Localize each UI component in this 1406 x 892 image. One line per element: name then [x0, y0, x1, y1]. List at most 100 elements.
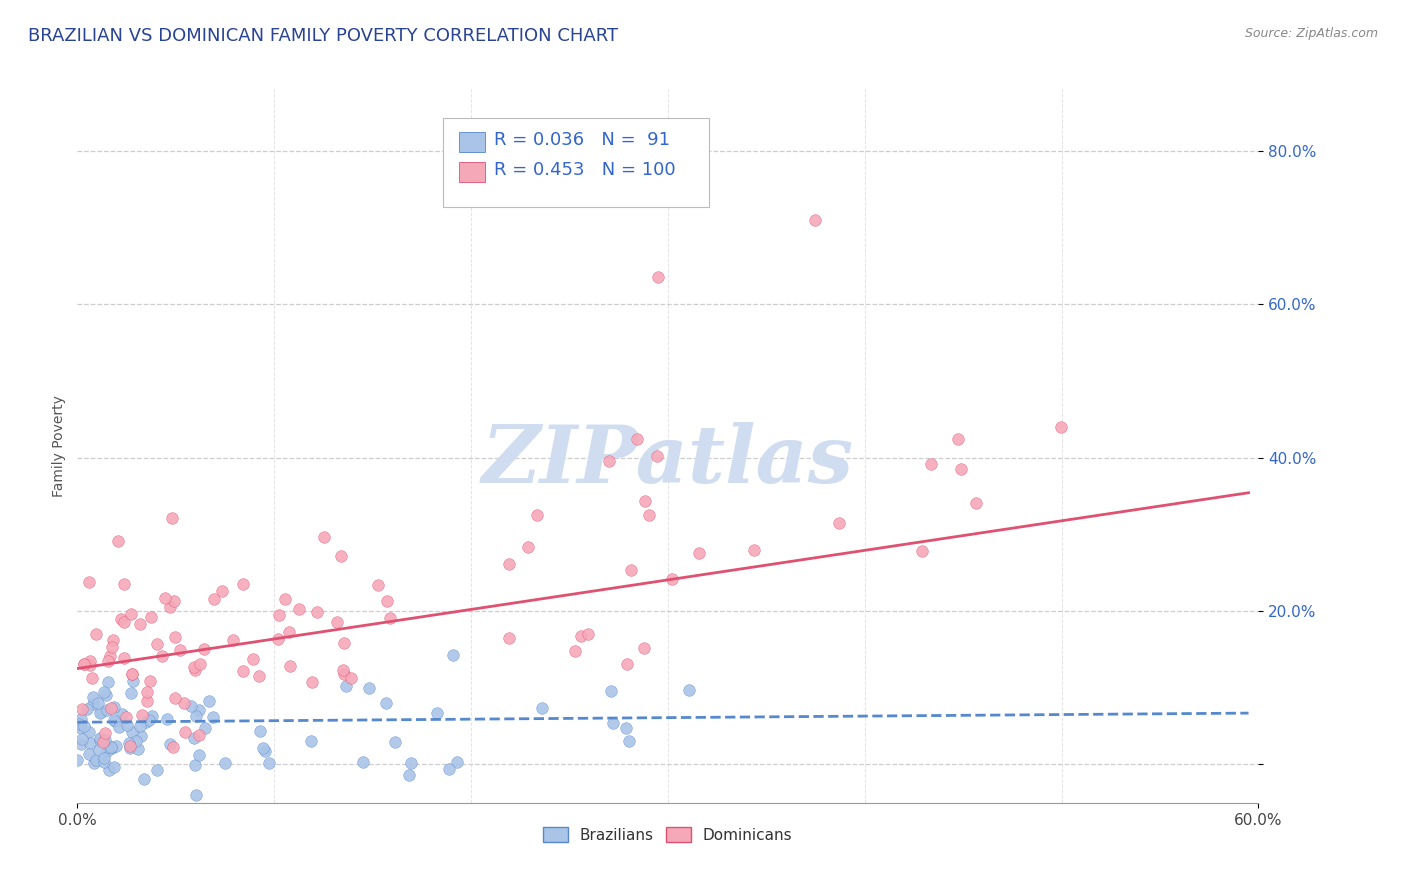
Point: [254, 744, 277, 758]
Point: [97, 675, 120, 690]
Point: [214, 756, 236, 770]
Point: [232, 664, 254, 678]
Point: [526, 508, 548, 523]
Point: [634, 494, 657, 508]
FancyBboxPatch shape: [458, 132, 485, 152]
Point: [398, 768, 420, 782]
Point: [121, 667, 143, 681]
Point: [120, 686, 142, 700]
Point: [66, 752, 89, 766]
Point: [375, 593, 398, 607]
Point: [120, 607, 142, 622]
Point: [194, 721, 217, 735]
Point: [184, 709, 207, 723]
Point: [180, 698, 202, 713]
Point: [73, 719, 96, 733]
Point: [103, 760, 125, 774]
Point: [616, 657, 638, 672]
Point: [232, 577, 254, 591]
Point: [84, 627, 107, 641]
Point: [911, 544, 934, 558]
Point: [222, 633, 245, 648]
Point: [626, 432, 648, 446]
Point: [277, 624, 299, 639]
Point: [804, 212, 827, 227]
Point: [617, 734, 640, 748]
Point: [135, 715, 157, 730]
Point: [598, 454, 620, 468]
Point: [89, 706, 111, 720]
Point: [211, 583, 233, 598]
Point: [446, 755, 468, 769]
Point: [329, 549, 352, 563]
Point: [82, 697, 104, 711]
Point: [163, 690, 186, 705]
Point: [108, 720, 131, 734]
Point: [77, 724, 100, 739]
Point: [94, 688, 117, 702]
Point: [600, 683, 623, 698]
Point: [70, 721, 93, 735]
Point: [129, 617, 152, 632]
Point: [79, 654, 101, 668]
Point: [84, 753, 107, 767]
Point: [139, 610, 162, 624]
Point: [249, 723, 271, 738]
Point: [314, 530, 336, 544]
Point: [97, 740, 120, 755]
Point: [201, 709, 224, 723]
Point: [67, 716, 90, 731]
Point: [299, 733, 322, 747]
FancyBboxPatch shape: [458, 162, 485, 182]
Point: [198, 694, 221, 708]
Point: [112, 576, 135, 591]
Point: [301, 675, 323, 690]
Point: [90, 705, 112, 719]
Point: [188, 728, 211, 742]
Point: [638, 508, 661, 523]
Point: [93, 751, 115, 765]
Point: [367, 577, 389, 591]
Point: [340, 671, 363, 685]
Point: [359, 681, 381, 695]
Point: [202, 591, 225, 606]
Point: [949, 462, 972, 476]
Point: [183, 659, 205, 673]
Point: [305, 606, 328, 620]
Point: [948, 432, 970, 446]
Point: [146, 763, 169, 777]
Point: [380, 611, 402, 625]
Point: [91, 735, 114, 749]
Point: [73, 657, 96, 671]
Point: [120, 739, 142, 753]
Point: [267, 608, 290, 623]
Y-axis label: Family Poverty: Family Poverty: [52, 395, 66, 497]
Point: [89, 731, 111, 746]
Point: [100, 740, 122, 755]
Point: [93, 755, 115, 769]
Point: [107, 534, 129, 549]
Point: [101, 633, 124, 648]
Point: [131, 708, 153, 723]
Point: [688, 546, 710, 560]
Point: [110, 612, 132, 626]
Point: [188, 657, 211, 672]
Point: [257, 756, 280, 771]
Point: [70, 702, 93, 716]
Point: [184, 788, 207, 802]
Point: [94, 726, 117, 740]
Point: [70, 737, 93, 751]
Point: [516, 540, 538, 554]
Point: [129, 729, 152, 743]
Point: [87, 743, 110, 757]
Point: [661, 572, 683, 586]
Point: [112, 615, 135, 629]
Point: [576, 627, 599, 641]
Point: [115, 718, 138, 732]
Point: [375, 697, 398, 711]
Point: [82, 690, 104, 704]
Point: [138, 713, 160, 727]
Legend: Brazilians, Dominicans: Brazilians, Dominicans: [537, 821, 799, 848]
Point: [426, 706, 449, 720]
Point: [155, 591, 177, 606]
